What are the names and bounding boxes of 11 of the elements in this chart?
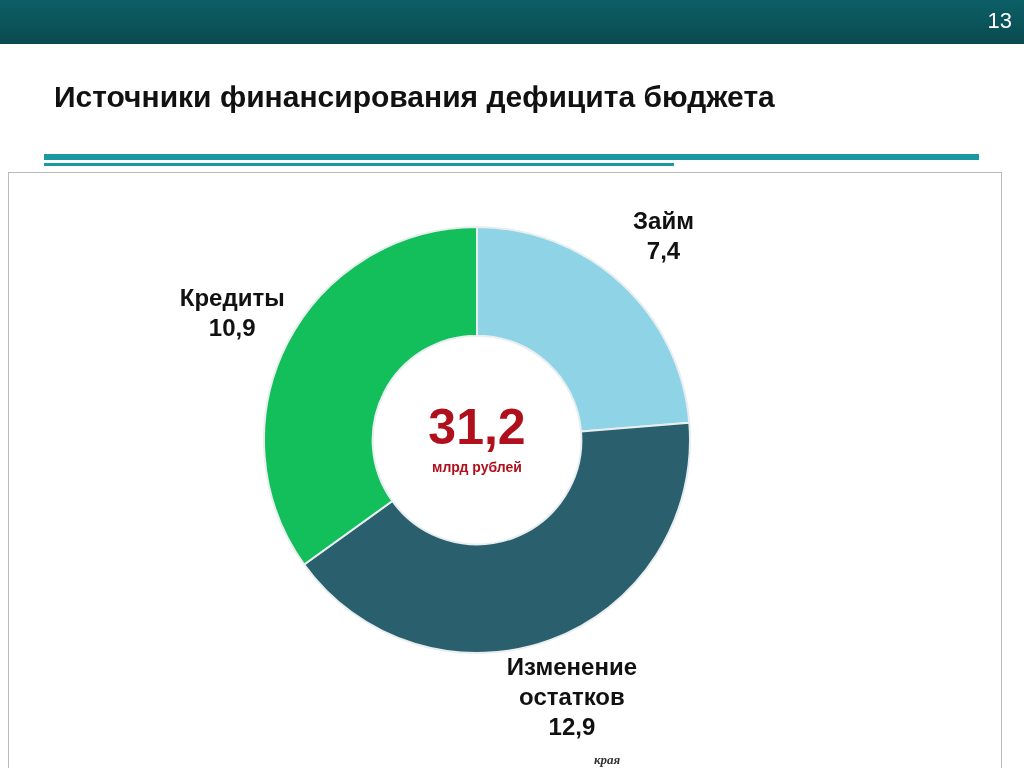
slice-label: Изменение остатков — [506, 652, 637, 710]
text: млрд рублей — [432, 458, 522, 475]
text: 13 — [987, 8, 1012, 34]
data-label: 12,9 — [548, 712, 596, 740]
data-label: 7,4 — [646, 237, 681, 265]
chart-title: Источники финансирования дефицита бюджета — [54, 80, 775, 114]
slice-label: Кредиты — [179, 284, 285, 312]
slice-label: Займ — [633, 207, 694, 235]
text: 31,2 — [428, 398, 526, 455]
data-label: 10,9 — [208, 314, 256, 342]
text: края — [594, 752, 621, 768]
